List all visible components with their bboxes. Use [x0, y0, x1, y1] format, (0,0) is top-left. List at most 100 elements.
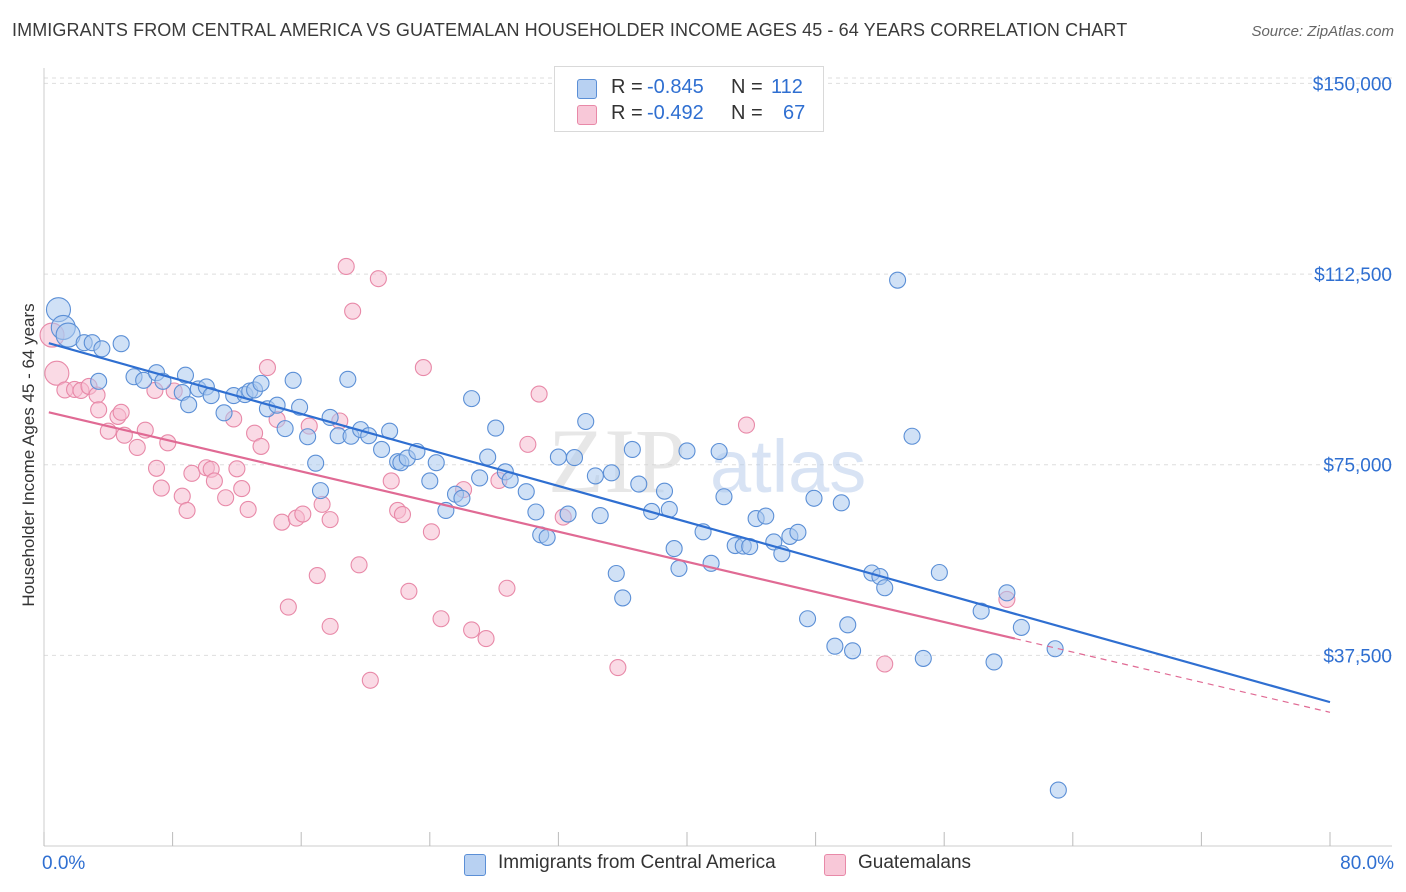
data-point-guatemalans [477, 630, 495, 648]
data-point-central-america [623, 440, 641, 459]
data-point-guatemalans [609, 659, 627, 677]
data-point-guatemalans [279, 598, 297, 616]
data-point-central-america [670, 559, 688, 577]
data-point-central-america [876, 579, 894, 597]
data-point-guatemalans [239, 500, 257, 518]
data-point-guatemalans [183, 464, 201, 482]
data-point-guatemalans [233, 480, 251, 498]
data-point-guatemalans [90, 401, 108, 419]
x-tick-label-min: 0.0% [42, 853, 86, 874]
data-point-guatemalans [217, 489, 235, 507]
data-point-central-america [55, 322, 81, 348]
pink-swatch-icon [824, 854, 846, 876]
r-value: -0.845 [647, 76, 704, 98]
data-point-central-america [559, 505, 577, 523]
y-tick-labels: $37,500 $75,000 $112,500 $150,000 [1313, 74, 1392, 667]
data-point-guatemalans [321, 617, 339, 635]
data-point-central-america [549, 448, 567, 466]
blue-swatch-icon [464, 854, 486, 876]
data-point-guatemalans [422, 523, 440, 541]
data-point-central-america [757, 507, 775, 525]
data-point-central-america [463, 390, 481, 408]
data-point-central-america [665, 540, 683, 558]
y-tick-label: $75,000 [1323, 456, 1392, 477]
legend-label: Guatemalans [858, 852, 972, 873]
data-point-guatemalans [382, 472, 400, 490]
data-point-guatemalans [498, 579, 516, 597]
n-value: 112 [771, 76, 803, 98]
data-point-guatemalans [152, 479, 170, 497]
data-point-central-america [577, 412, 595, 431]
data-point-guatemalans [205, 472, 223, 490]
legend-label: Immigrants from Central America [498, 852, 776, 873]
y-tick-label: $150,000 [1313, 74, 1392, 95]
data-point-central-america [471, 469, 489, 487]
data-point-guatemalans [400, 582, 418, 600]
data-point-guatemalans [737, 416, 756, 434]
data-point-central-america [715, 488, 733, 506]
x-tick-label-max: 80.0% [1340, 853, 1394, 874]
data-point-central-america [1012, 618, 1030, 636]
correlation-legend: R = -0.845 N = 112 R = -0.492 N = 67 [554, 66, 824, 132]
data-point-central-america [252, 374, 270, 392]
data-point-central-america [565, 449, 584, 467]
data-point-central-america [839, 616, 857, 634]
chart-title: IMMIGRANTS FROM CENTRAL AMERICA VS GUATE… [12, 20, 1128, 40]
data-point-central-america [215, 404, 233, 422]
correlation-row-blue: R = -0.845 N = 112 [555, 75, 823, 101]
n-value: 67 [783, 102, 806, 124]
y-axis-label: Householder Income Ages 45 - 64 years [19, 303, 38, 607]
data-point-guatemalans [308, 566, 326, 585]
y-tick-label: $112,500 [1314, 265, 1392, 286]
data-point-guatemalans [273, 513, 291, 531]
data-point-central-america [903, 427, 921, 445]
data-point-central-america [832, 494, 850, 512]
data-point-central-america [453, 489, 471, 507]
data-point-central-america [844, 642, 862, 660]
data-point-central-america [1049, 781, 1067, 799]
data-point-central-america [299, 428, 317, 446]
data-point-central-america [479, 448, 497, 466]
data-point-central-america [799, 610, 817, 628]
data-point-guatemalans [393, 505, 412, 524]
data-point-central-america [527, 503, 545, 521]
trend-line-central-america [48, 342, 1331, 704]
data-point-guatemalans [173, 487, 191, 505]
trend-line-guatemalans [48, 411, 1016, 640]
series-legend: Immigrants from Central America Guatemal… [0, 852, 1406, 878]
trend-lines [48, 342, 1331, 713]
data-point-central-america [284, 371, 302, 389]
data-point-guatemalans [128, 438, 146, 456]
data-point-guatemalans [321, 511, 339, 529]
data-point-central-america [1046, 640, 1064, 658]
data-point-central-america [373, 440, 391, 459]
n-label: N = [731, 76, 763, 98]
data-point-guatemalans [258, 359, 276, 377]
data-point-guatemalans [519, 435, 537, 453]
y-tick-label: $37,500 [1323, 646, 1392, 667]
data-point-central-america [112, 335, 130, 353]
data-point-central-america [517, 483, 535, 501]
data-point-guatemalans [344, 302, 362, 320]
source-label: Source: ZipAtlas.com [1251, 23, 1394, 40]
data-point-central-america [614, 589, 632, 607]
data-point-central-america [538, 528, 556, 546]
data-point-guatemalans [294, 505, 312, 523]
data-point-guatemalans [876, 655, 894, 673]
data-point-central-america [90, 372, 108, 390]
data-point-central-america [421, 472, 439, 490]
axes [43, 68, 1392, 847]
data-point-central-america [135, 371, 153, 389]
data-point-guatemalans [530, 385, 548, 403]
data-point-guatemalans [369, 270, 387, 288]
data-point-guatemalans [112, 403, 130, 421]
data-point-central-america [93, 340, 111, 358]
data-point-central-america [427, 454, 445, 472]
data-points [39, 257, 1067, 799]
correlation-row-pink: R = -0.492 N = 67 [555, 101, 823, 127]
data-point-guatemalans [337, 257, 355, 275]
data-point-central-america [339, 370, 357, 388]
data-point-guatemalans [361, 671, 379, 689]
data-point-central-america [311, 482, 330, 500]
